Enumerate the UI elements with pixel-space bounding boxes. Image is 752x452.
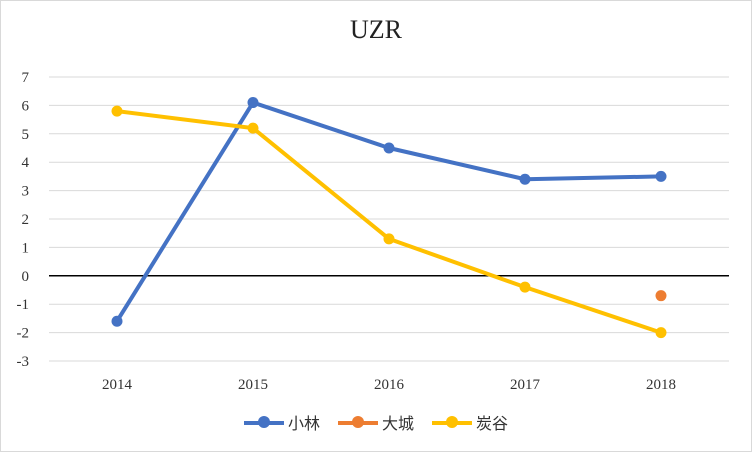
y-tick-label: -2: [17, 326, 30, 342]
x-tick-label: 2017: [510, 377, 541, 393]
x-tick-label: 2018: [646, 377, 676, 393]
legend-label: 小林: [287, 414, 320, 433]
y-tick-label: 4: [22, 155, 30, 171]
legend-swatch: [337, 416, 378, 428]
series-2: [655, 290, 667, 302]
y-axis-tick-labels: 7 6 5 4 3 2 1 0 -1 -2 -3: [17, 70, 30, 370]
legend-item: 炭谷: [432, 410, 508, 434]
x-tick-label: 2014: [102, 377, 133, 393]
y-tick-label: 5: [22, 127, 30, 143]
legend-item: 小林: [243, 410, 320, 434]
data-point: [655, 170, 667, 182]
series-1: [111, 97, 667, 327]
y-tick-label: 3: [22, 184, 30, 200]
chart-title: UZR: [350, 15, 402, 44]
data-point: [111, 315, 123, 327]
y-tick-label: 6: [22, 98, 30, 114]
data-point: [519, 281, 531, 293]
y-tick-label: -3: [17, 354, 30, 370]
data-point: [655, 290, 667, 302]
x-tick-label: 2016: [374, 377, 405, 393]
y-tick-label: 0: [22, 269, 30, 285]
data-point: [111, 105, 123, 117]
y-tick-label: 7: [22, 70, 30, 86]
legend-item: 大城: [337, 410, 414, 434]
data-point: [383, 233, 395, 245]
y-tick-label: 1: [22, 240, 30, 256]
legend-label: 炭谷: [476, 414, 509, 433]
data-point: [519, 173, 531, 185]
y-tick-label: -1: [17, 297, 30, 313]
data-point: [247, 97, 259, 109]
x-tick-label: 2015: [238, 377, 268, 393]
y-tick-label: 2: [22, 212, 30, 228]
data-point: [247, 122, 259, 134]
legend: 小林 大城 炭谷: [1, 410, 751, 434]
legend-swatch: [432, 416, 472, 428]
gridlines: [49, 76, 729, 362]
data-point: [383, 142, 395, 154]
legend-swatch: [243, 416, 284, 428]
series-line: [115, 100, 663, 324]
x-axis-tick-labels: 2014 2015 2016 2017 2018: [102, 377, 676, 393]
plot-area: 7 6 5 4 3 2 1 0 -1 -2 -3 2014 2015 2016 2017 2018: [17, 70, 729, 393]
series-3: [111, 105, 667, 339]
series-layer: [111, 97, 667, 339]
data-point: [655, 327, 667, 339]
legend-label: 大城: [381, 414, 414, 433]
